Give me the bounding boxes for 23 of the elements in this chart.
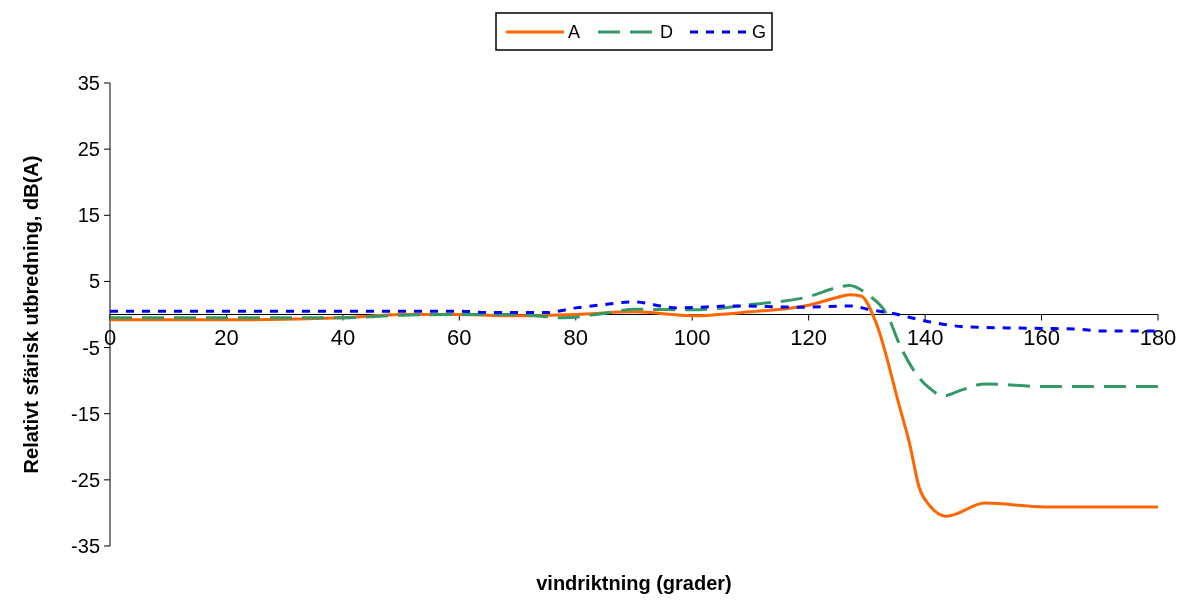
y-tick-label: -25	[71, 468, 100, 491]
y-tick-label: 15	[77, 204, 100, 227]
x-tick-label: 100	[673, 324, 711, 350]
x-tick-label: 140	[906, 324, 944, 350]
x-tick-label: 160	[1023, 324, 1060, 350]
x-axis-title: vindriktning (grader)	[536, 572, 732, 594]
x-tick-label: 20	[214, 324, 239, 350]
y-tick-label: -5	[82, 336, 100, 359]
x-tick-label: 120	[790, 324, 828, 350]
x-tick-label: 40	[330, 324, 356, 350]
x-tick-label: 80	[563, 324, 589, 350]
y-tick-label: -35	[71, 535, 100, 557]
legend-label: G	[752, 22, 767, 43]
x-tick-label: 180	[1139, 324, 1177, 350]
x-tick-label: 60	[447, 324, 472, 350]
legend-label: A	[568, 22, 581, 43]
y-tick-label: 35	[77, 72, 100, 94]
y-tick-label: 25	[77, 138, 100, 161]
y-axis-title: Relativt sfärisk utbredning, dB(A)	[20, 155, 42, 474]
y-tick-label: -15	[71, 402, 100, 425]
legend-label: D	[660, 22, 673, 43]
x-tick-label: 0	[103, 324, 117, 350]
y-tick-label: 5	[88, 270, 100, 293]
